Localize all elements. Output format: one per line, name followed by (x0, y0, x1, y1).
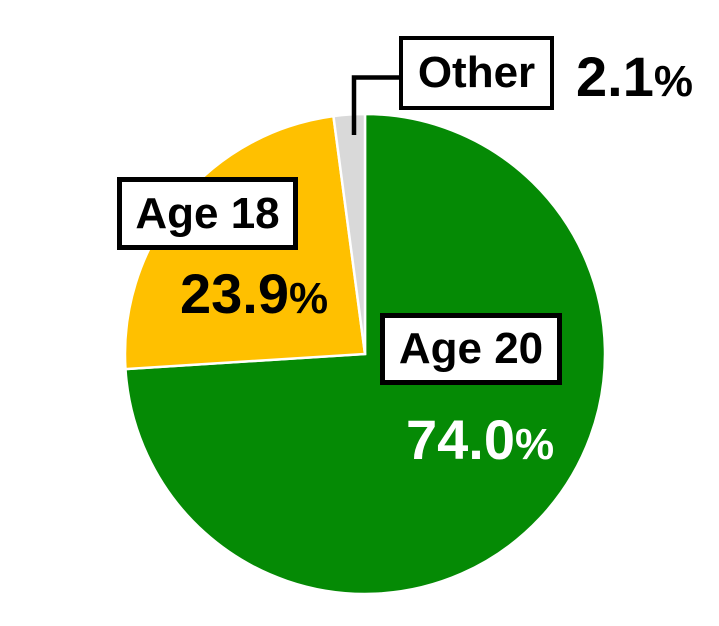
pie-slice-other (332, 112, 367, 355)
value-number-age-18: 23.9 (180, 262, 289, 325)
label-box-age-18: Age 18 (117, 177, 298, 250)
value-label-other: 2.1% (576, 49, 693, 110)
value-number-other: 2.1 (576, 45, 654, 108)
other-callout-line (351, 75, 399, 135)
slice-label-other: Other (417, 48, 536, 97)
slice-label-age-18: Age 18 (135, 188, 280, 238)
percent-sign: % (653, 57, 693, 106)
label-box-age-20: Age 20 (380, 313, 562, 385)
label-box-other: Other (399, 36, 554, 110)
percent-sign: % (289, 274, 329, 323)
percent-sign: % (515, 420, 555, 469)
value-label-age-18: 23.9% (180, 266, 328, 327)
value-number-age-20: 74.0 (406, 408, 515, 471)
value-label-age-20: 74.0% (406, 412, 554, 473)
slice-label-age-20: Age 20 (398, 324, 544, 373)
